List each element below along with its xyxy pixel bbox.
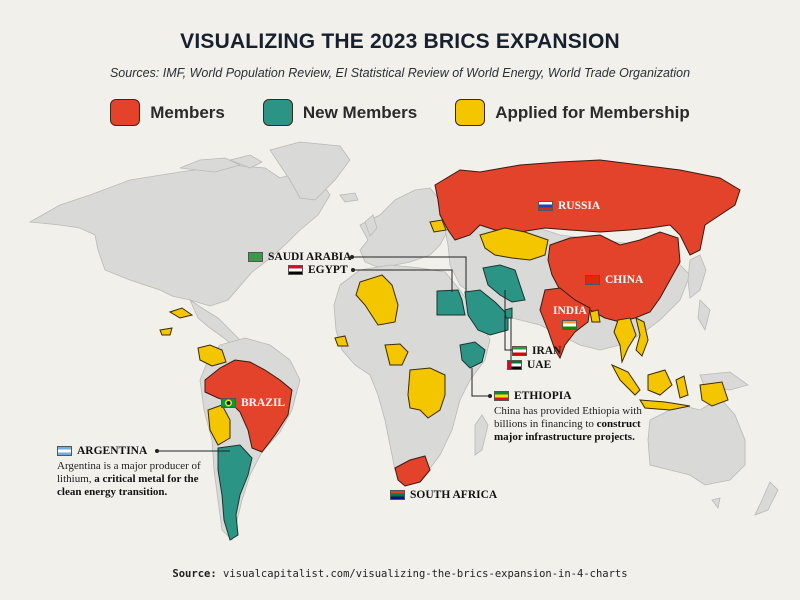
europe [359, 187, 449, 269]
argentina-label: ARGENTINA [57, 445, 147, 457]
iran-flag-icon [512, 346, 527, 356]
argentina-flag-icon [57, 446, 72, 456]
south-africa-label: SOUTH AFRICA [390, 489, 497, 501]
argentina-shape [217, 444, 253, 541]
kazakhstan-shape [479, 227, 549, 261]
uae-shape [504, 307, 513, 319]
egypt-leader-line [353, 269, 453, 292]
indonesia-papua-shape [699, 381, 729, 407]
legend-item-members: Members [110, 99, 225, 126]
iran-leader-line [504, 290, 512, 351]
bangladesh-shape [589, 309, 601, 323]
ethiopia-leader-line [471, 368, 490, 397]
indonesia-borneo-shape [647, 369, 673, 396]
south-africa-shape [394, 455, 431, 487]
egypt-label: EGYPT [288, 264, 348, 276]
ethiopia-flag-icon [494, 391, 509, 401]
legend-item-new-members: New Members [262, 99, 418, 126]
ethiopia-annotation: China has provided Ethiopia with billion… [494, 405, 642, 443]
india-label: INDIA [553, 305, 587, 330]
iran-shape [482, 264, 526, 303]
honduras-shape [159, 327, 173, 336]
senegal-shape [334, 335, 349, 347]
india-flag-icon [562, 320, 578, 330]
saudi-arabia-shape [464, 289, 509, 336]
legend: Members New Members Applied for Membersh… [0, 99, 800, 126]
thailand-shape [613, 317, 637, 364]
vietnam-shape [635, 317, 649, 357]
legend-item-applied: Applied for Membership [455, 99, 690, 126]
china-flag-icon [585, 275, 600, 285]
brazil-label: BRAZIL [221, 397, 285, 409]
greenland [269, 141, 351, 201]
belarus-shape [429, 219, 447, 233]
applied-swatch-icon [455, 99, 486, 126]
ethiopia-shape [459, 341, 486, 369]
saudi-arabia-label: SAUDI ARABIA [248, 251, 351, 263]
saudi-arabia-leader-line [352, 256, 467, 292]
page-title: VISUALIZING THE 2023 BRICS EXPANSION [180, 30, 620, 53]
legend-label: Members [150, 102, 225, 122]
indonesia-sulawesi-shape [675, 375, 689, 399]
algeria-shape [355, 274, 399, 326]
uae-flag-icon [507, 360, 522, 370]
north-america [28, 164, 331, 307]
cuba-shape [168, 307, 194, 319]
source-url: visualcapitalist.com/visualizing-the-bri… [223, 568, 628, 580]
south-africa-flag-icon [390, 490, 405, 500]
legend-label: New Members [302, 102, 418, 122]
indonesia-sumatra-shape [610, 363, 641, 396]
legend-label: Applied for Membership [495, 102, 690, 122]
argentina-annotation: Argentina is a major producer of lithium… [57, 460, 201, 498]
members-swatch-icon [110, 99, 141, 126]
source-footer: Source: visualcapitalist.com/visualizing… [172, 568, 628, 580]
nigeria-shape [384, 343, 409, 366]
uae-label: UAE [507, 359, 551, 371]
ethiopia-label: ETHIOPIA [494, 390, 572, 402]
russia-flag-icon [538, 201, 553, 211]
sources-subtitle: Sources: IMF, World Population Review, E… [109, 66, 691, 80]
dr-congo-shape [407, 367, 446, 419]
russia-label: RUSSIA [538, 200, 600, 212]
brazil-flag-icon [221, 398, 236, 408]
egypt-shape [436, 289, 466, 316]
new-members-swatch-icon [262, 99, 293, 126]
iran-label: IRAN [512, 345, 561, 357]
china-label: CHINA [585, 274, 643, 286]
saudi-arabia-flag-icon [248, 252, 263, 262]
venezuela-shape [197, 344, 227, 367]
uae-leader-line [510, 318, 512, 365]
indonesia-java-shape [639, 399, 691, 411]
australia [647, 397, 746, 486]
egypt-flag-icon [288, 265, 303, 275]
